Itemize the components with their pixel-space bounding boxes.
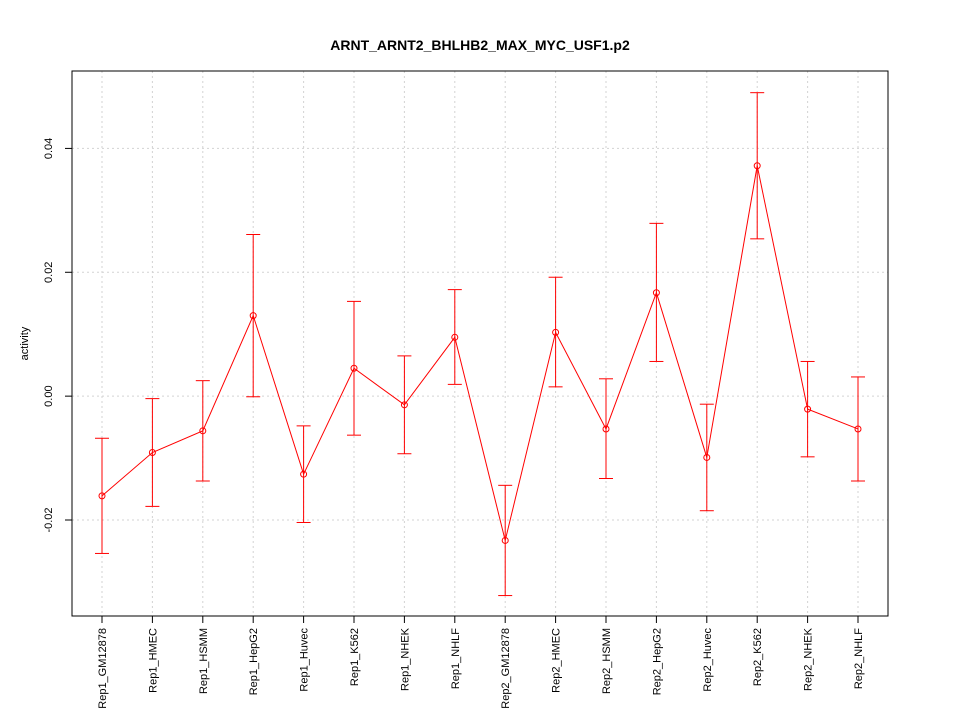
y-axis: -0.02 0.00 0.02 0.04 — [43, 138, 72, 533]
data-point — [804, 405, 812, 413]
data-point — [400, 401, 408, 409]
x-tick-label: Rep2_HSMM — [601, 628, 613, 694]
x-tick-label: Rep2_Huvec — [702, 628, 714, 692]
y-tick-label: 0.04 — [43, 138, 55, 159]
data-point — [854, 425, 862, 433]
data-point — [199, 427, 207, 435]
y-tick-label: 0.00 — [43, 385, 55, 406]
data-point — [753, 162, 761, 170]
data-point — [602, 425, 610, 433]
error-bars — [95, 92, 865, 597]
series-polyline — [101, 165, 859, 541]
x-tick-label: Rep1_NHEK — [399, 627, 411, 691]
x-tick-label: Rep2_NHLF — [853, 628, 865, 689]
grid-lines — [72, 71, 888, 616]
chart-title: ARNT_ARNT2_BHLHB2_MAX_MYC_USF1.p2 — [330, 37, 630, 53]
x-tick-label: Rep2_HMEC — [551, 628, 563, 693]
x-tick-label: Rep2_NHEK — [803, 627, 815, 691]
data-point — [501, 536, 509, 544]
data-point — [552, 328, 560, 336]
x-tick-label: Rep1_NHLF — [450, 628, 462, 689]
y-tick-label: 0.02 — [43, 262, 55, 283]
data-point — [350, 364, 358, 372]
y-axis-label: activity — [19, 326, 31, 360]
plot-frame — [71, 70, 889, 617]
data-point — [703, 453, 711, 461]
x-tick-label: Rep2_HepG2 — [651, 628, 663, 695]
x-tick-label: Rep1_Huvec — [299, 628, 311, 692]
x-tick-label: Rep1_GM12878 — [97, 628, 109, 709]
data-point — [249, 312, 257, 320]
data-point — [652, 289, 660, 297]
x-tick-label: Rep1_HepG2 — [248, 628, 260, 695]
data-point — [148, 449, 156, 456]
x-tick-label: Rep2_GM12878 — [500, 628, 512, 709]
series-line — [101, 165, 859, 541]
x-tick-label: Rep1_HMEC — [147, 628, 159, 693]
y-tick-label: -0.02 — [43, 507, 55, 532]
x-tick-label: Rep2_K562 — [752, 628, 764, 686]
x-tick-label: Rep1_HSMM — [198, 628, 210, 694]
data-point — [300, 470, 308, 478]
data-point — [98, 492, 106, 500]
data-points — [98, 162, 862, 544]
data-point — [451, 333, 459, 341]
x-tick-label: Rep1_K562 — [349, 628, 361, 686]
x-axis: Rep1_GM12878 Rep1_HMEC Rep1_HSMM Rep1_HepG2… — [97, 616, 865, 709]
